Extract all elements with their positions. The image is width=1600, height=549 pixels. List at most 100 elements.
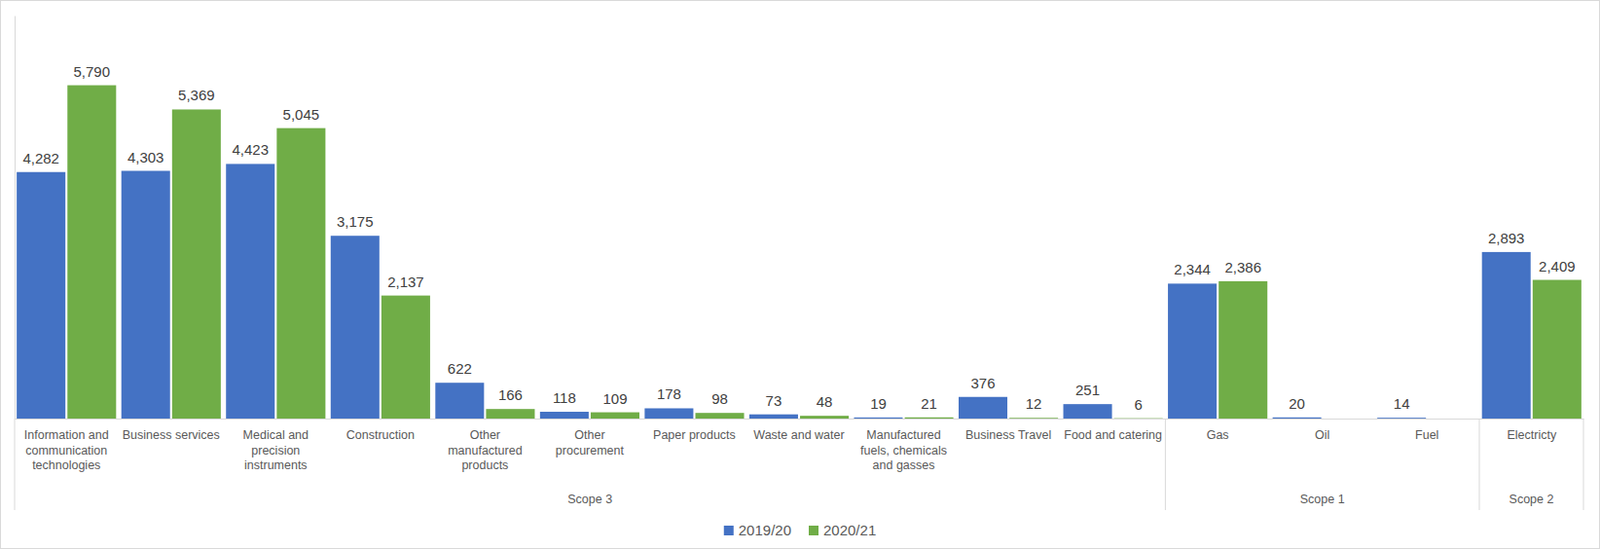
bar	[381, 295, 431, 419]
data-label: 118	[552, 389, 577, 406]
bars	[16, 85, 1582, 419]
bar	[853, 417, 903, 419]
data-label: 20	[1288, 395, 1306, 412]
data-label: 2,893	[1488, 229, 1526, 247]
x-tick: Fuel	[1415, 418, 1439, 442]
category-groups: Scope 3 Scope 1 Scope 2	[14, 418, 1584, 510]
bar	[1167, 283, 1217, 419]
x-tick: Waste and water	[753, 418, 844, 442]
x-tick-label-line: Business Travel	[965, 428, 1052, 442]
x-tick-label-line: Medical and	[243, 428, 309, 442]
group-label: Scope 2	[1509, 492, 1555, 507]
x-tick-label-line: Electricty	[1506, 428, 1557, 442]
bar	[1377, 417, 1426, 419]
x-tick-label-line: fuels, chemicals	[860, 443, 947, 458]
bar	[749, 414, 799, 419]
data-label: 73	[765, 392, 783, 409]
bar	[1063, 403, 1113, 419]
legend-item: 2020/21	[808, 521, 876, 539]
bar	[172, 109, 221, 419]
x-tick-label-line: Waste and water	[753, 428, 844, 442]
x-tick-label: Business services	[122, 428, 220, 442]
series-bars	[16, 163, 1531, 419]
x-tick-label-line: Information and	[24, 428, 110, 442]
data-label: 178	[656, 385, 682, 402]
x-tick-label-line: instruments	[244, 458, 308, 473]
legend-swatch	[808, 525, 819, 536]
bar	[435, 382, 484, 419]
bar	[485, 408, 535, 419]
group-separator	[1583, 418, 1585, 510]
data-label: 4,423	[231, 141, 269, 158]
data-labels: 4,2824,3034,4233,17562211817873193762512…	[22, 63, 1575, 413]
x-tick-label-line: precision	[251, 443, 300, 458]
data-label: 2,386	[1224, 258, 1262, 276]
data-label: 5,045	[283, 106, 321, 123]
x-tick-label: Gas	[1206, 428, 1230, 442]
x-tick-label: Food and catering	[1063, 428, 1163, 442]
group-label: Scope 1	[1300, 492, 1346, 507]
bar	[905, 417, 954, 419]
bar	[121, 171, 171, 419]
data-label: 21	[920, 395, 938, 412]
chart: 4,2824,3034,4233,17562211817873193762512…	[0, 0, 1600, 549]
data-label: 12	[1025, 395, 1043, 412]
chart-frame	[0, 0, 1600, 549]
legend-item: 2019/20	[724, 521, 792, 539]
x-tick-label-line: Other	[470, 428, 501, 442]
data-label: 251	[1075, 381, 1100, 399]
data-label: 109	[602, 390, 627, 407]
data-label: 3,175	[336, 213, 374, 230]
group-label: Scope 3	[567, 492, 613, 507]
legend: 2019/20 2020/21	[724, 521, 876, 539]
data-label: 98	[711, 390, 728, 407]
bar	[590, 412, 640, 419]
bar	[695, 412, 745, 419]
x-tick-label-line: procurement	[555, 443, 625, 458]
x-tick-label-line: communication	[25, 443, 108, 458]
x-tick-label: Waste and water	[753, 428, 844, 442]
x-tick-label-line: Oil	[1314, 428, 1330, 442]
x-tick-label-line: Business services	[122, 428, 220, 442]
data-label: 5,369	[178, 86, 216, 104]
x-tick-label: Information andcommunicationtechnologies	[24, 428, 110, 473]
data-label: 4,303	[127, 148, 165, 166]
x-tick: Food and catering	[1063, 418, 1163, 442]
data-label: 4,282	[22, 149, 60, 167]
bar	[1009, 417, 1058, 419]
x-tick: Gas	[1206, 418, 1230, 442]
x-tick-label: Construction	[346, 428, 415, 442]
x-tick-label-line: products	[461, 458, 509, 473]
x-tick: Paper products	[653, 418, 736, 442]
x-tick-label-line: technologies	[32, 458, 101, 473]
bar	[16, 172, 66, 419]
x-tick: Business services	[122, 418, 220, 442]
bar	[1532, 280, 1582, 419]
legend-label: 2020/21	[823, 521, 876, 539]
x-tick-label-line: Fuel	[1415, 428, 1439, 442]
x-tick-label: Electricty	[1506, 428, 1557, 442]
x-tick-label-line: manufactured	[447, 443, 522, 458]
data-label: 5,790	[73, 63, 111, 80]
legend-swatch	[724, 525, 734, 536]
x-tick-label-line: Food and catering	[1063, 428, 1163, 442]
x-tick-label: Oil	[1314, 428, 1330, 442]
x-tick: Medical andprecisioninstruments	[243, 418, 309, 473]
x-tick: Construction	[346, 418, 415, 442]
bar	[225, 163, 275, 419]
x-tick-label: Business Travel	[965, 428, 1052, 442]
bar	[276, 128, 326, 419]
bar	[330, 235, 380, 419]
bar	[1482, 252, 1531, 419]
data-label: 166	[498, 386, 523, 403]
x-tick-label: Fuel	[1415, 428, 1439, 442]
x-tick-label-line: Other	[574, 428, 605, 442]
x-tick: Manufacturedfuels, chemicalsand gasses	[860, 418, 947, 473]
x-tick: Othermanufacturedproducts	[447, 418, 522, 473]
series-bars	[67, 85, 1582, 419]
x-tick-label: Paper products	[653, 428, 736, 442]
data-label: 622	[447, 360, 473, 377]
data-label: 6	[1134, 396, 1143, 413]
legend-label: 2019/20	[738, 521, 792, 539]
data-label: 2,344	[1173, 260, 1211, 278]
